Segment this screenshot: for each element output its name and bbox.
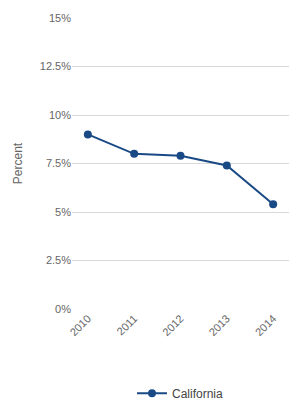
svg-text:2010: 2010 <box>67 312 93 338</box>
svg-text:15%: 15% <box>49 12 71 24</box>
svg-text:0%: 0% <box>55 303 71 315</box>
svg-text:Percent: Percent <box>11 142 25 184</box>
svg-text:7.5%: 7.5% <box>46 157 71 169</box>
svg-text:2013: 2013 <box>206 312 232 338</box>
svg-text:2014: 2014 <box>253 312 279 338</box>
svg-text:2.5%: 2.5% <box>46 254 71 266</box>
svg-text:5%: 5% <box>55 206 71 218</box>
svg-text:California: California <box>172 387 223 401</box>
svg-text:2012: 2012 <box>160 312 186 338</box>
svg-text:2011: 2011 <box>114 312 139 337</box>
svg-text:12.5%: 12.5% <box>40 60 71 72</box>
svg-text:10%: 10% <box>49 109 71 121</box>
